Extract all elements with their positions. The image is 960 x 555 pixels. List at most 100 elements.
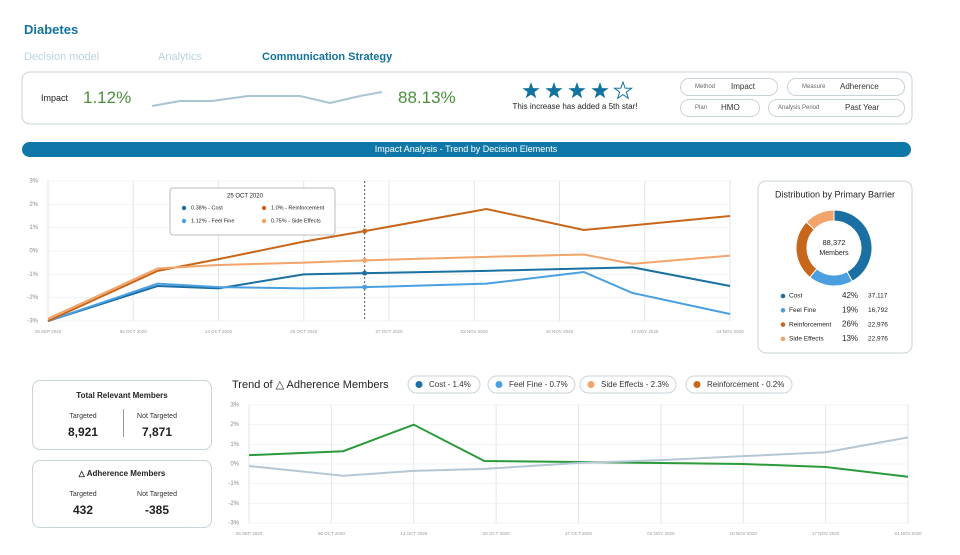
members-card: Total Relevant Members Targeted 8,921 No… <box>32 380 212 450</box>
members-card: △ Adherence Members Targeted 432 Not Tar… <box>32 460 212 528</box>
filter-label: Measure <box>802 84 826 90</box>
legend-pill <box>579 375 677 394</box>
legend-text: Reinforcement - 0.2% <box>707 380 784 389</box>
filter-value: Impact <box>731 82 756 91</box>
not-targeted-value: 7,871 <box>141 425 173 439</box>
x-tick-label: 10 NOV 2020 <box>730 531 758 536</box>
y-tick-label: 0% <box>230 462 239 468</box>
tab[interactable]: Decision model <box>24 51 100 63</box>
legend-count: 37,117 <box>868 293 888 300</box>
star-note: This increase has added a 5th star! <box>512 102 638 111</box>
star-empty <box>612 80 634 100</box>
filter[interactable]: Method Impact <box>680 78 778 96</box>
tab-active[interactable]: Communication Strategy <box>262 51 393 63</box>
legend-dot <box>780 308 786 313</box>
filter[interactable]: Measure Adherence <box>787 78 905 96</box>
y-tick-label: -1% <box>27 272 38 278</box>
legend-name: Feel Fine <box>789 307 816 314</box>
legend-text: Cost - 1.4% <box>429 380 471 389</box>
y-tick-label: -3% <box>27 319 38 325</box>
y-tick-label: -1% <box>228 481 239 487</box>
hover-point <box>362 270 368 276</box>
tooltip-item: 0.38% - Cost <box>191 205 223 211</box>
card-title: △ Adherence Members <box>78 469 166 478</box>
donut-center-value: 88,372 <box>823 238 846 247</box>
x-tick-label: 13 OCT 2020 <box>205 329 232 334</box>
hover-point <box>362 284 368 290</box>
x-tick-label: 27 OCT 2020 <box>565 531 592 536</box>
legend-text: Feel Fine - 0.7% <box>509 380 568 389</box>
filter-value: Adherence <box>840 82 879 91</box>
tab[interactable]: Analytics <box>158 51 203 63</box>
kpi-target: 88.13% <box>398 88 456 107</box>
not-targeted-label: Not Targeted <box>137 491 177 498</box>
x-tick-label: 03 NOV 2020 <box>461 329 489 334</box>
x-tick-label: 29 SEP 2020 <box>35 329 62 334</box>
sparkline <box>151 91 383 107</box>
not-targeted-value: -385 <box>144 503 170 517</box>
legend-name: Reinforcement <box>789 321 831 328</box>
legend-pill <box>487 375 576 394</box>
legend-dot <box>495 381 503 388</box>
star <box>568 82 586 99</box>
filter-label: Analysis Period <box>778 105 820 111</box>
star <box>545 82 563 99</box>
filter-value: HMO <box>721 103 740 112</box>
card-title: Total Relevant Members <box>76 391 168 400</box>
star <box>591 82 609 99</box>
targeted-value: 8,921 <box>67 425 99 439</box>
y-tick-label: -2% <box>27 295 38 301</box>
x-tick-label: 17 NOV 2020 <box>631 329 659 334</box>
tooltip-date: 25 OCT 2020 <box>227 194 264 200</box>
x-tick-label: 17 NOV 2020 <box>812 531 840 536</box>
x-tick-label: 24 NOV 2020 <box>716 329 744 334</box>
y-tick-label: 2% <box>230 422 239 428</box>
y-tick-label: -3% <box>228 521 239 527</box>
donut-slice <box>805 209 835 231</box>
legend-pct: 13% <box>842 334 858 343</box>
x-tick-label: 29 SEP 2020 <box>236 531 263 536</box>
y-tick-label: 3% <box>29 179 38 185</box>
summary-box <box>21 71 913 125</box>
divider <box>123 409 124 437</box>
series-line <box>248 436 909 477</box>
donut-slice <box>809 268 853 287</box>
kpi-current: 1.12% <box>83 88 132 107</box>
tooltip-dot <box>181 205 187 211</box>
x-tick-label: 20 OCT 2020 <box>290 329 317 334</box>
x-tick-label: 13 OCT 2020 <box>400 531 427 536</box>
donut-center-label: Members <box>819 250 849 257</box>
donut-slice <box>795 221 818 278</box>
x-tick-label: 20 OCT 2020 <box>483 531 510 536</box>
x-tick-label: 24 NOV 2020 <box>894 531 922 536</box>
targeted-label: Targeted <box>69 491 97 498</box>
stars <box>522 80 634 100</box>
legend-count: 16,792 <box>868 307 888 314</box>
y-tick-label: -2% <box>228 501 239 507</box>
tooltip-item: 0.75% - Side Effects <box>271 218 321 224</box>
legend-dot <box>587 381 595 388</box>
star <box>522 82 540 99</box>
filter[interactable]: Analysis Period Past Year <box>768 99 905 117</box>
legend-dot <box>693 381 701 388</box>
filter-value: Past Year <box>845 103 880 112</box>
filter[interactable]: Plan HMO <box>680 99 760 117</box>
legend-dot <box>415 381 423 388</box>
x-tick-label: 06 OCT 2020 <box>120 329 147 334</box>
targeted-label: Targeted <box>69 413 97 420</box>
legend-text: Side Effects - 2.3% <box>601 380 669 389</box>
legend-dot <box>780 336 786 342</box>
x-tick-label: 10 NOV 2020 <box>546 329 574 334</box>
legend-dot <box>780 322 786 327</box>
donut-card <box>757 180 913 354</box>
page-title: Diabetes <box>24 22 79 37</box>
legend-dot <box>780 293 786 299</box>
legend-pct: 42% <box>842 291 858 300</box>
hover-point <box>362 228 368 234</box>
chart-title: Distribution by Primary Barrier <box>775 189 895 199</box>
not-targeted-label: Not Targeted <box>137 413 177 420</box>
legend-name: Side Effects <box>789 336 824 343</box>
tooltip-item: 1.0% - Reinforcement <box>271 205 325 211</box>
